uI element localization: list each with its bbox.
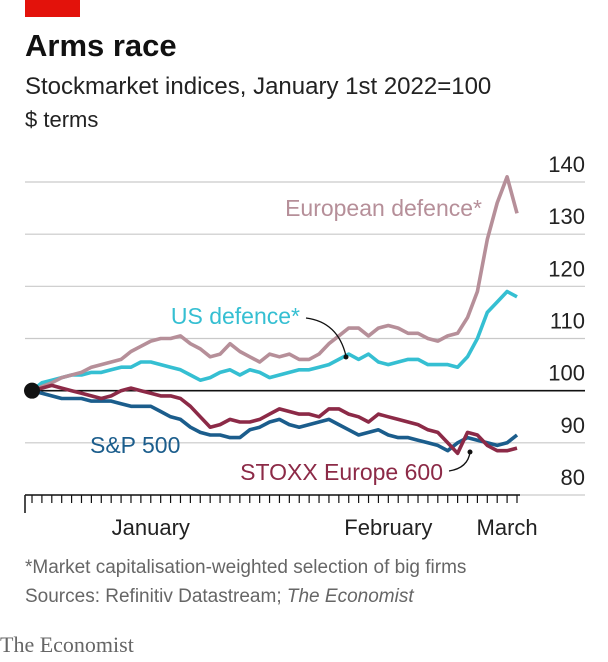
series-line [31, 175, 519, 393]
y-tick-label: 110 [550, 309, 585, 334]
leader-dot [343, 354, 349, 360]
unit-label: $ terms [25, 107, 98, 132]
series-line [30, 289, 518, 393]
y-tick-label: 90 [561, 413, 585, 438]
y-tick-label: 100 [548, 361, 585, 386]
source: Sources: Refinitiv Datastream; The Econo… [25, 586, 414, 607]
source-italic: The Economist [287, 586, 414, 607]
y-tick-label: 130 [548, 204, 585, 229]
leader [305, 317, 347, 357]
series-label: US defence* [171, 303, 300, 329]
series-label: European defence* [285, 195, 482, 221]
leader [448, 451, 471, 472]
x-tick-label: January [112, 515, 190, 540]
series-label: STOXX Europe 600 [240, 459, 443, 485]
source-text: Sources: Refinitiv Datastream; [25, 586, 282, 607]
brand-tag [25, 0, 80, 17]
series-label: S&P 500 [90, 432, 180, 458]
y-tick-label: 120 [548, 256, 585, 281]
leader-dot [467, 449, 473, 455]
series-line [31, 383, 518, 456]
brand: The Economist [0, 632, 134, 657]
chart-subtitle: Stockmarket indices, January 1st 2022=10… [25, 73, 491, 100]
x-tick-label: March [477, 515, 538, 540]
x-tick-label: February [344, 515, 432, 540]
footnote: *Market capitalisation-weighted selectio… [25, 557, 466, 578]
start-dot [24, 382, 40, 399]
chart-title: Arms race [25, 28, 177, 63]
y-tick-label: 80 [561, 465, 585, 490]
y-tick-label: 140 [548, 152, 585, 177]
series-line [31, 388, 519, 453]
